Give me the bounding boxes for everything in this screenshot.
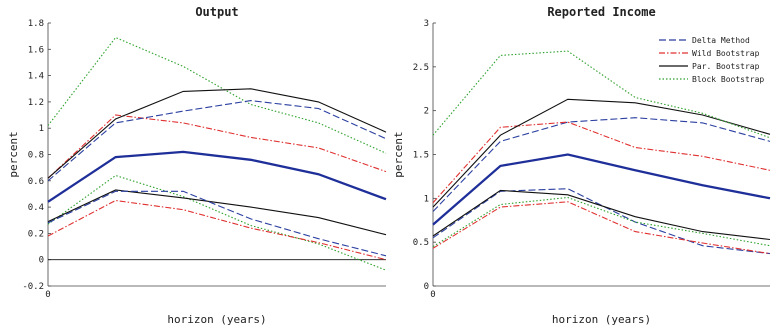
chart-panel-2: 0 0.5 1 1.5 2 2.5 3 0 Reported Income horizon (ye…	[392, 5, 771, 326]
point-estimate-line	[432, 153, 771, 226]
y-tick-label: 1.6	[28, 45, 44, 55]
y-tick-label: 1.4	[28, 72, 44, 82]
y-tick-label: 0.4	[28, 203, 44, 213]
chart-title: Output	[195, 5, 238, 19]
y-axis-label: percent	[7, 131, 20, 177]
y-tick-label: 0.2	[28, 229, 44, 239]
y-tick-label: 1	[424, 194, 429, 204]
legend-entry: Wild Bootstrap	[692, 49, 760, 58]
y-tick-label: 1	[39, 124, 44, 134]
series-line-dashed-lower	[47, 190, 387, 257]
series-line-dotted-lower	[432, 196, 771, 248]
x-axis-label: horizon (years)	[552, 313, 651, 326]
legend-entry: Block Bootstrap	[692, 75, 764, 84]
y-axis-label: percent	[392, 131, 405, 177]
series-line-solid-upper	[47, 88, 387, 179]
y-tick-label: 2.5	[413, 63, 429, 73]
series-line-dashdot-lower	[432, 201, 771, 255]
y-tick-label: 0.5	[413, 238, 429, 248]
series-line-dashdot-upper	[47, 114, 387, 179]
x-axis-label: horizon (years)	[167, 313, 266, 326]
y-tick-label: -0.2	[22, 282, 44, 292]
y-tick-label: 1.8	[28, 19, 44, 29]
y-tick-label: 3	[424, 19, 429, 29]
series-line-dotted-lower	[47, 174, 387, 271]
series-line-dashed-upper	[432, 117, 771, 212]
y-tick-label: 0.6	[28, 177, 44, 187]
legend: Delta Method Wild Bootstrap Par. Bootstrap…	[659, 36, 764, 84]
series-line-dashdot-upper	[432, 121, 771, 204]
y-tick-label: 0	[424, 282, 429, 292]
series-line-solid-lower	[47, 189, 387, 236]
point-estimate-line	[47, 150, 387, 203]
y-tick-label: 1.5	[413, 151, 429, 161]
series-line-dotted-upper	[47, 36, 387, 154]
y-tick-label: 0.8	[28, 151, 44, 161]
x-tick-label: 0	[45, 290, 50, 300]
series-line-solid-lower	[432, 189, 771, 241]
chart-title: Reported Income	[547, 5, 655, 19]
legend-entry: Par. Bootstrap	[692, 62, 760, 71]
y-tick-label: 1.2	[28, 98, 44, 108]
x-tick-label: 0	[430, 290, 435, 300]
chart-panel-1: -0.200.20.40.60.811.21.41.61.80Outputhor…	[7, 5, 387, 326]
series-line-dashed-lower	[432, 188, 771, 255]
y-tick-label: 2	[424, 107, 429, 117]
legend-entry: Delta Method	[692, 36, 750, 45]
series-line-dashed-upper	[47, 100, 387, 182]
y-tick-label: 0	[39, 256, 44, 266]
series-line-solid-upper	[432, 98, 771, 208]
